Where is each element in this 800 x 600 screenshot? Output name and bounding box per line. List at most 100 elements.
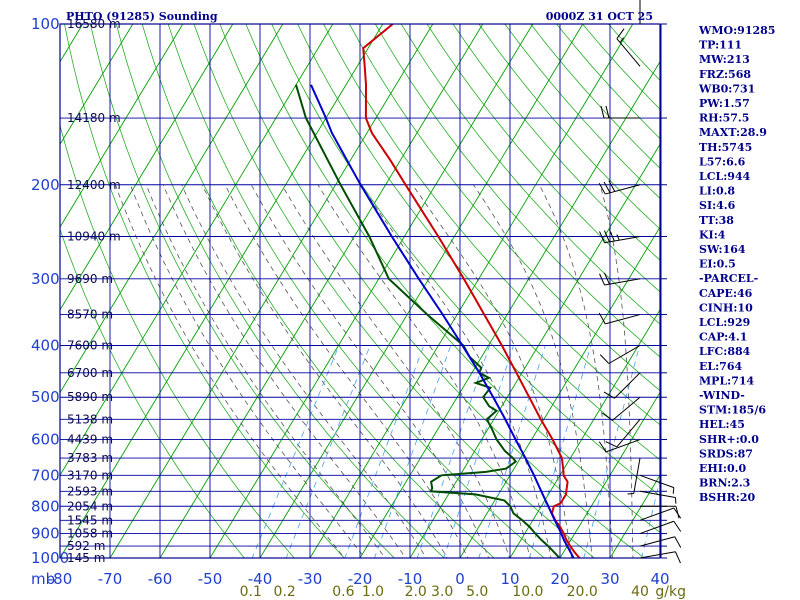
isotherm-line <box>60 24 284 394</box>
index-line: SHR+:0.0 <box>699 433 759 446</box>
index-line: BSHR:20 <box>699 491 755 504</box>
wind-barb-full <box>599 273 606 286</box>
wind-barb-full <box>603 391 615 399</box>
wind-barb <box>598 439 641 453</box>
isotherm-line <box>60 24 234 311</box>
mixing-ratio-line <box>443 345 514 558</box>
sounding-profiles <box>295 24 582 558</box>
wind-barb-staff <box>639 507 674 521</box>
mixing-ratio-line <box>374 345 452 558</box>
index-line: STM:185/6 <box>699 404 766 417</box>
index-line: CAPE:46 <box>699 287 753 300</box>
mixing-ratio-label: 0.2 <box>274 584 296 600</box>
dewpoint-profile-line <box>295 84 564 558</box>
isotherm-line <box>459 226 660 558</box>
moist-adiabat-line <box>599 184 634 558</box>
mixing-ratio-label: 2.0 <box>405 584 427 600</box>
height-label: 16580 m <box>67 17 121 31</box>
wind-barb-staff <box>639 551 676 559</box>
wind-barb <box>599 272 641 286</box>
height-labels: 16580 m 14180 m 12400 m 10940 m 9690 m 8570 m… <box>67 17 121 565</box>
isotherm-line <box>409 143 660 558</box>
wind-barb <box>599 229 641 244</box>
pressure-tick-label: 100 <box>31 15 60 33</box>
height-label: 1058 m <box>67 527 113 541</box>
isotherm-line <box>509 308 660 558</box>
dry-adiabat-line <box>60 228 245 558</box>
moist-adiabat-line <box>181 184 427 558</box>
index-line: EHI:0.0 <box>699 462 746 475</box>
index-line: SW:164 <box>699 243 746 256</box>
wind-barb <box>599 345 641 364</box>
height-label: 14180 m <box>67 111 121 125</box>
pressure-tick-label: 700 <box>31 466 60 484</box>
wind-barb-staff <box>616 419 641 448</box>
height-label: 7600 m <box>67 339 113 353</box>
wind-barb <box>605 419 641 448</box>
moist-adiabat-line <box>129 184 366 558</box>
index-line: HEL:45 <box>699 418 745 431</box>
dry-adiabat-line <box>426 24 660 293</box>
isotherm-line <box>60 24 184 228</box>
dry-adiabat-line <box>271 24 660 497</box>
wind-barb <box>640 505 680 519</box>
mixing-ratio-label: 10.0 <box>512 584 543 600</box>
mixing-ratio-line <box>285 345 371 558</box>
height-label: 5138 m <box>67 412 113 426</box>
temperature-tick-label: -50 <box>198 570 223 588</box>
height-label: 10940 m <box>67 229 121 243</box>
isotherm-line <box>109 24 434 558</box>
temperature-tick-label: 30 <box>600 570 619 588</box>
dry-adiabat-line <box>193 24 595 558</box>
dry-adiabat-line <box>452 24 660 261</box>
pressure-tick-label: 200 <box>31 176 60 194</box>
mixing-ratio-label: 5.0 <box>466 584 488 600</box>
wind-barb <box>627 458 641 495</box>
dry-adiabat-line <box>297 24 660 461</box>
index-line: SRDS:87 <box>699 447 753 460</box>
wind-barb <box>639 490 677 504</box>
mixing-ratio-label: 1.0 <box>362 584 384 600</box>
dry-adiabat-line <box>141 24 495 558</box>
temperature-tick-label: -30 <box>298 570 323 588</box>
moist-adiabat-line <box>360 184 552 558</box>
pressure-tick-label: 500 <box>31 388 60 406</box>
wind-barb-full <box>599 231 606 243</box>
temperature-tick-label: 0 <box>455 570 465 588</box>
height-label: 5890 m <box>67 390 113 404</box>
moist-adiabat-line <box>162 184 407 558</box>
temperature-tick-label: -10 <box>398 570 423 588</box>
pressure-tick-label: 800 <box>31 497 60 515</box>
wind-barb <box>639 551 681 564</box>
station-title: PHTO (91285) Sounding <box>66 10 218 23</box>
temperature-tick-label: 40 <box>650 570 669 588</box>
wind-barb-full <box>598 183 606 195</box>
wind-barb-staff <box>616 38 641 67</box>
dry-adiabat-line <box>400 24 660 325</box>
wind-barb-staff <box>608 345 641 364</box>
wind-barb <box>600 105 640 119</box>
moist-adiabat-line <box>224 184 469 558</box>
isotherm-line <box>0 12 40 569</box>
moist-adiabat-line <box>473 184 593 558</box>
height-label: 592 m <box>67 539 105 553</box>
dry-adiabat-line <box>323 24 660 426</box>
index-line: BRN:2.3 <box>699 477 750 490</box>
height-label: 145 m <box>67 551 105 565</box>
index-line: PW:1.57 <box>699 97 750 110</box>
height-label: 3783 m <box>67 451 113 465</box>
wind-barb <box>639 474 675 494</box>
height-label: 6700 m <box>67 366 113 380</box>
index-line: LCL:944 <box>699 170 751 183</box>
mixing-ratio-label: 0.6 <box>332 584 354 600</box>
wind-barb <box>598 180 641 195</box>
index-line: -WIND- <box>699 389 745 402</box>
temperature-tick-label: -80 <box>48 570 73 588</box>
wind-barb-full <box>598 312 606 325</box>
dry-adiabat-line <box>374 24 660 358</box>
height-label: 12400 m <box>67 178 121 192</box>
wind-barb-staff <box>604 278 641 286</box>
moist-adiabat-line <box>251 184 490 558</box>
wind-barb-full <box>599 354 610 364</box>
